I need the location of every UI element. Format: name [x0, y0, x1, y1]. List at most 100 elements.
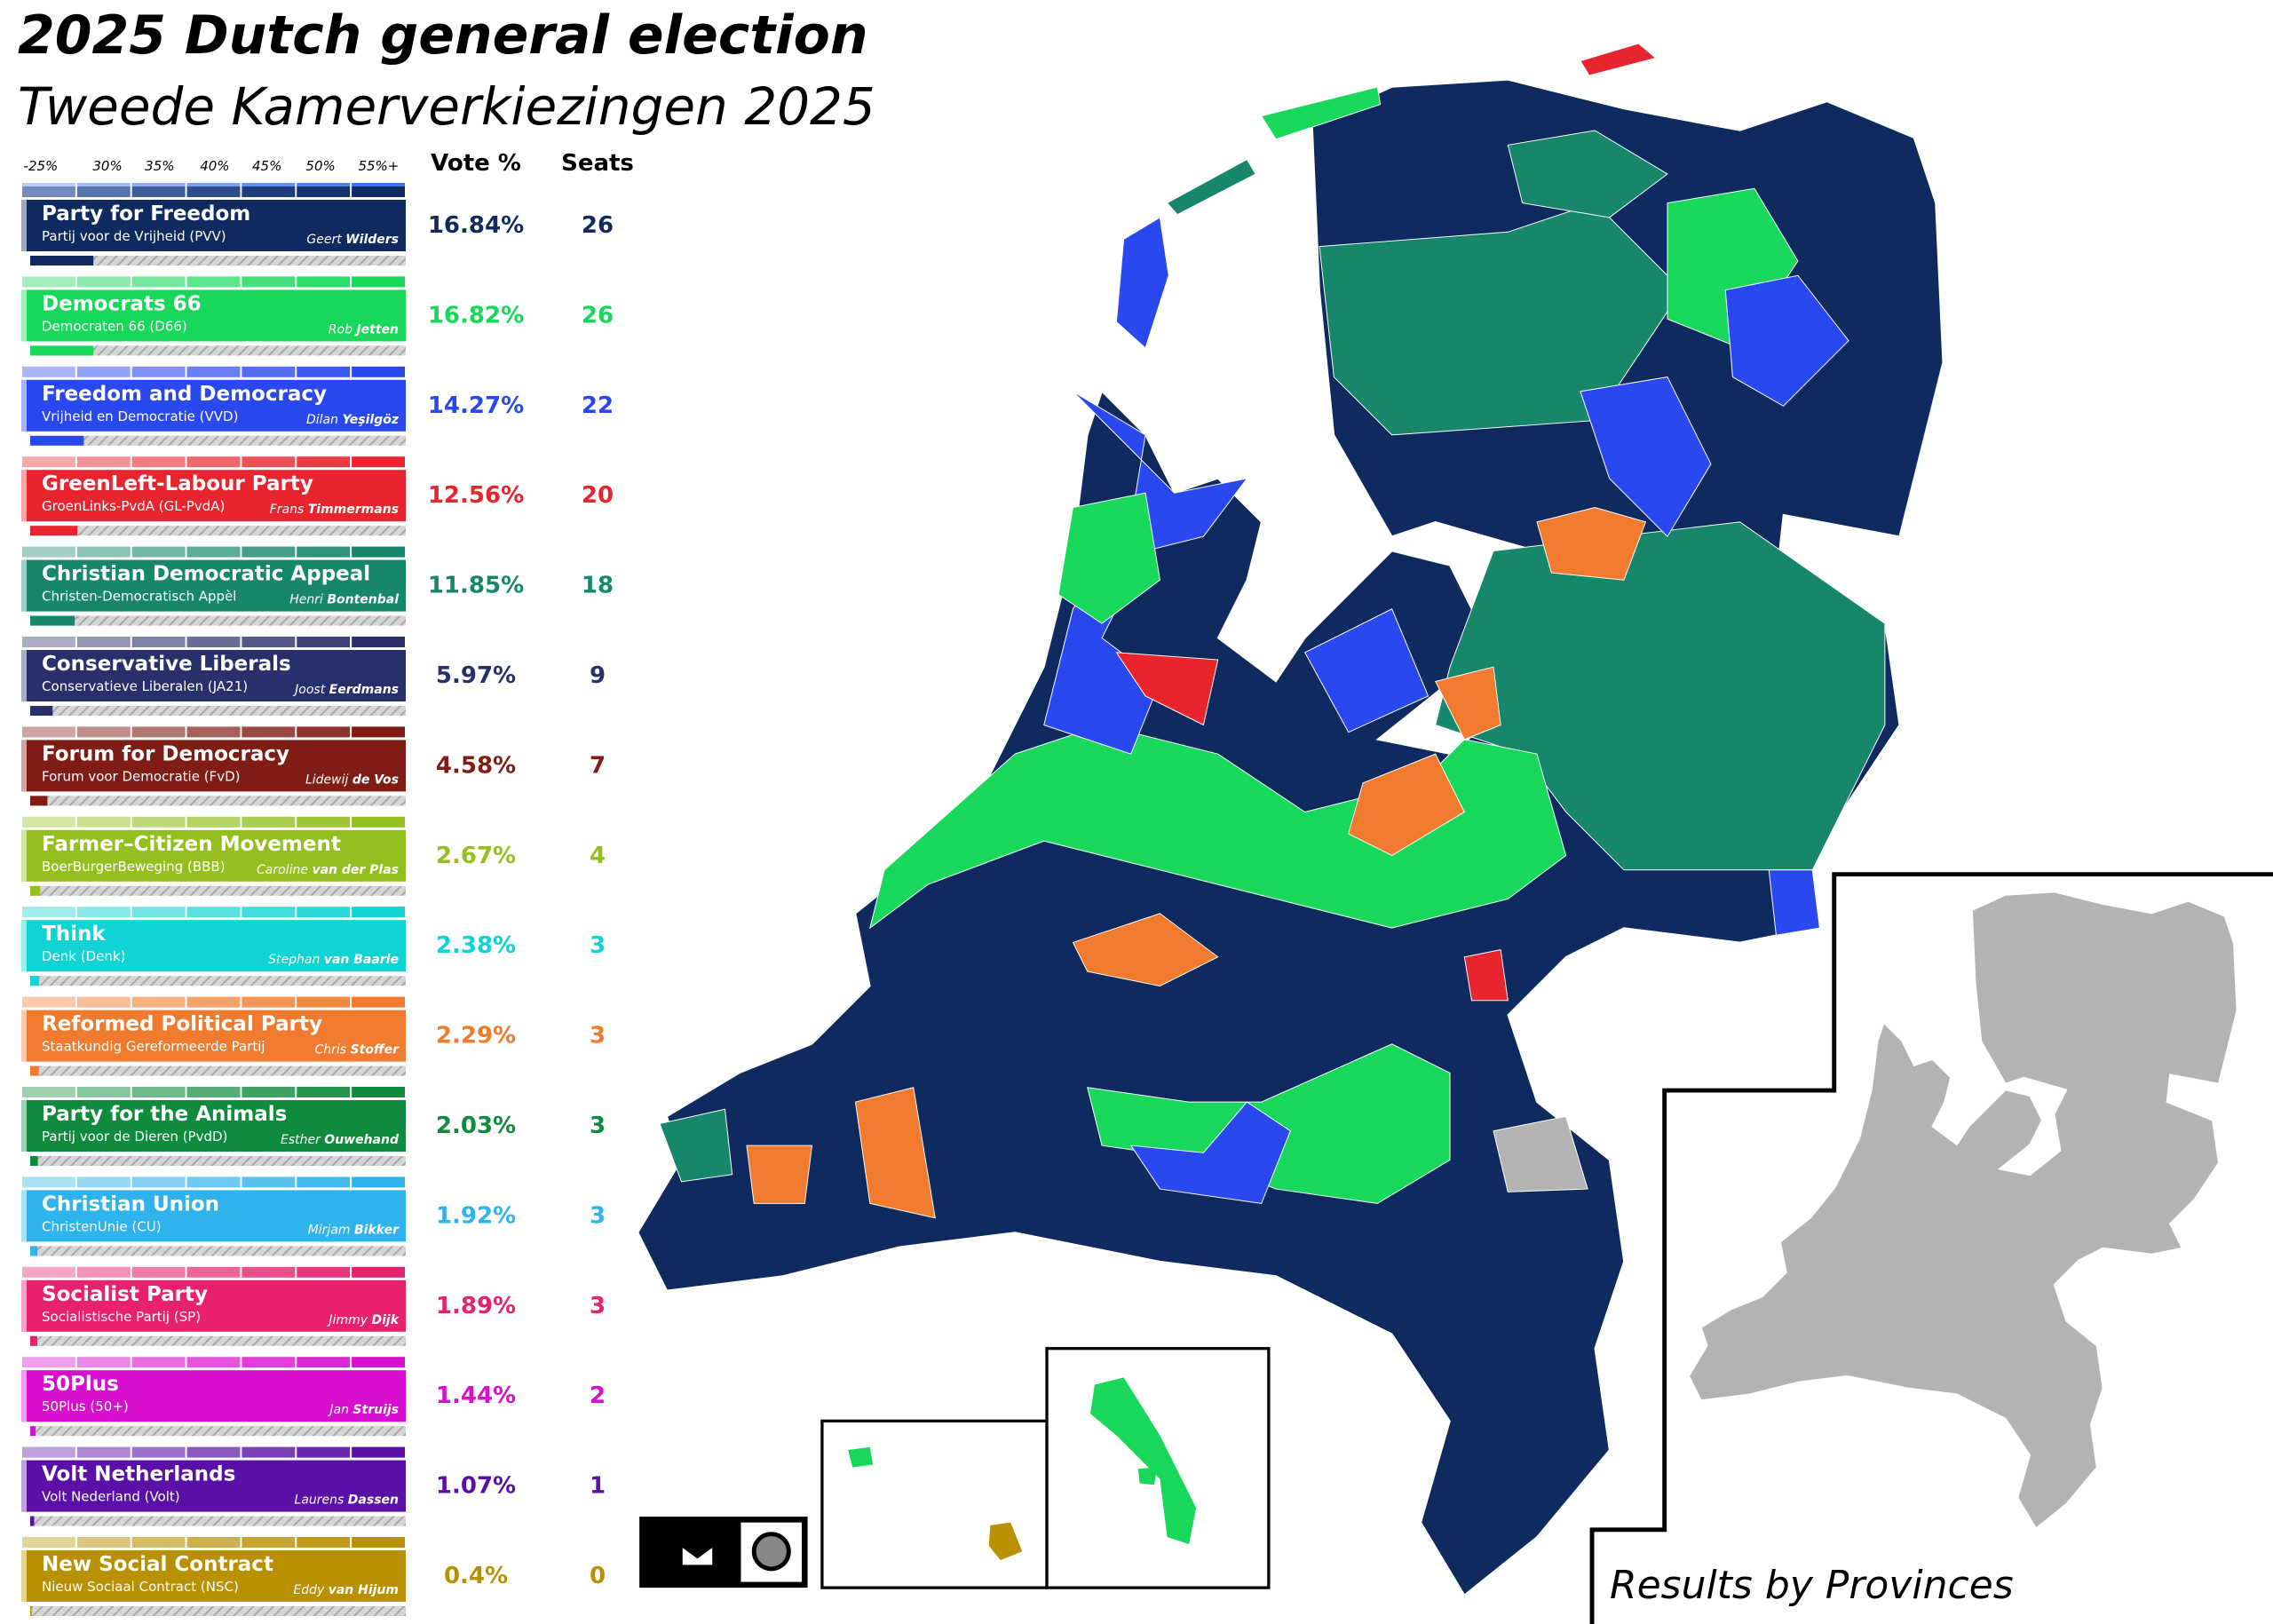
island [1580, 43, 1657, 76]
map [637, 43, 2273, 1624]
island [1166, 158, 1256, 216]
shade-swatch [186, 1176, 241, 1188]
shade-swatch [131, 546, 186, 558]
vote-track [30, 435, 406, 446]
shade-swatch [131, 456, 186, 468]
card-accent [21, 650, 27, 701]
shade-swatch [352, 1266, 405, 1278]
party-native: Staatkundig Gereformeerde Partij [42, 1039, 265, 1055]
shade-swatch [22, 366, 75, 377]
party-card [21, 1370, 406, 1422]
leader-last: Struijs [352, 1403, 399, 1417]
region [1493, 1115, 1588, 1192]
island [988, 1522, 1023, 1561]
shade-swatch [76, 1176, 131, 1188]
leader: Lidewij de Vos [305, 772, 399, 787]
seats: 26 [582, 212, 614, 239]
leader-last: Ouwehand [324, 1133, 400, 1147]
card-accent [21, 1279, 27, 1332]
shade-swatch [76, 366, 131, 377]
shade-swatch [297, 1087, 351, 1097]
card-accent [21, 470, 27, 522]
vote-track [30, 796, 406, 806]
shade-swatch [242, 1446, 296, 1458]
leader: Eddy van Hijum [293, 1583, 399, 1597]
shade-swatch [76, 996, 131, 1008]
region [1434, 666, 1501, 741]
party-name: Conservative Liberals [42, 653, 291, 676]
shade-swatch [76, 276, 131, 288]
leader-first: Joost [292, 683, 326, 697]
shade-swatch [352, 366, 405, 377]
vote-share: 0.4% [444, 1563, 508, 1589]
seats: 9 [590, 662, 606, 689]
ballot-icon [680, 1544, 715, 1567]
shade-swatch [22, 186, 75, 197]
region [1507, 130, 1668, 218]
vote-share: 14.27% [428, 392, 524, 419]
party-card [21, 289, 406, 342]
party-native: Partij voor de Vrijheid (PVV) [42, 228, 226, 244]
card-accent [21, 1010, 27, 1062]
shade-swatch [352, 546, 405, 558]
leader: Geert Wilders [306, 233, 399, 247]
vote-track [30, 345, 406, 356]
vote-bar [30, 435, 84, 446]
party-name: 50Plus [42, 1373, 119, 1396]
seats: 0 [590, 1563, 606, 1589]
shade-swatch [352, 1176, 405, 1188]
vote-share: 16.84% [428, 212, 524, 239]
shade-swatch [22, 1087, 75, 1097]
shade-swatch [186, 276, 241, 288]
shade-swatch [297, 1176, 351, 1188]
region [1304, 608, 1430, 733]
shade-swatch [131, 907, 186, 918]
shade-swatch [352, 456, 405, 468]
shade-swatch [186, 637, 241, 647]
leader-first: Esther [281, 1133, 321, 1147]
region [1319, 202, 1683, 436]
shade-swatch [242, 366, 296, 377]
card-accent [21, 200, 27, 251]
vote-share: 1.92% [436, 1202, 516, 1229]
party-name: Farmer–Citizen Movement [42, 833, 341, 856]
region [1768, 869, 1820, 936]
party-native: Volt Nederland (Volt) [42, 1489, 180, 1505]
leader: Joost Eerdmans [292, 683, 399, 697]
vote-bar [30, 526, 78, 536]
shade-swatch [76, 1537, 131, 1548]
island [1115, 217, 1169, 349]
shade-swatch [186, 366, 241, 377]
shade-swatch [242, 726, 296, 738]
scale-label: 35% [145, 158, 174, 174]
vote-track [30, 1516, 406, 1526]
vote-track [30, 1246, 406, 1256]
shade-swatch [186, 186, 241, 197]
vote-track [30, 1156, 406, 1166]
seats-header: Seats [561, 150, 634, 177]
shade-swatch [242, 546, 296, 558]
vote-bar [30, 1246, 38, 1256]
party-card [21, 1550, 406, 1602]
leader-last: Bikker [354, 1223, 400, 1237]
shade-swatch [131, 1266, 186, 1278]
shade-swatch [186, 1446, 241, 1458]
vote-share: 12.56% [428, 482, 524, 509]
inset-border [1589, 872, 2273, 1624]
leader-first: Rob [329, 322, 352, 337]
scale-label: 30% [92, 158, 122, 174]
party-card [21, 200, 406, 251]
leader-first: Henri [289, 593, 323, 607]
leader: Chris Stoffer [315, 1043, 400, 1058]
shade-swatch [131, 1537, 186, 1548]
vote-bar [30, 1335, 37, 1346]
seats: 20 [582, 482, 614, 509]
party-native: Socialistische Partij (SP) [42, 1309, 201, 1325]
party-card [21, 1279, 406, 1332]
scale-label: 55%+ [358, 158, 399, 174]
leader-first: Jimmy [326, 1313, 368, 1327]
party-card [21, 650, 406, 701]
title: 2025 Dutch general election [18, 4, 868, 67]
party-card [21, 1010, 406, 1062]
